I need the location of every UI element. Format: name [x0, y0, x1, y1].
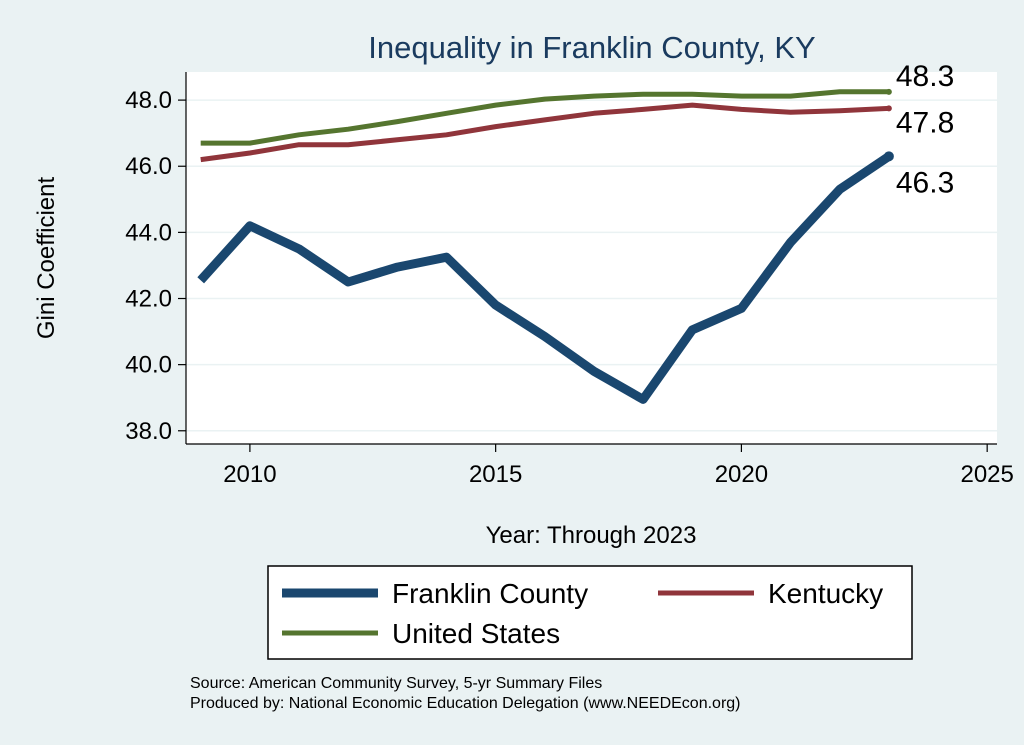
- series-line-kentucky: [200, 102, 890, 163]
- y-tick-label: 46.0: [125, 153, 172, 180]
- y-axis-label: Gini Coefficient: [33, 177, 60, 340]
- x-tick-label: 2025: [960, 461, 1013, 488]
- end-labels: 46.3 47.8 48.3: [896, 60, 954, 199]
- series-end-point-kentucky: [885, 105, 892, 112]
- y-tick-label: 40.0: [125, 352, 172, 379]
- end-label-united-states: 48.3: [896, 60, 954, 93]
- axes: 38.0 40.0 42.0 44.0 46.0 48.0 2010 2015 2020 2025: [125, 72, 1014, 488]
- y-tick-label: 48.0: [125, 87, 172, 114]
- x-axis-label: Year: Through 2023: [486, 522, 697, 549]
- legend-label-us: United States: [392, 618, 560, 649]
- source-line-1: Source: American Community Survey, 5-yr …: [190, 675, 602, 692]
- source-line-2: Produced by: National Economic Education…: [190, 695, 741, 712]
- legend-label-kentucky: Kentucky: [768, 578, 883, 609]
- x-tick-label: 2020: [715, 461, 768, 488]
- legend: Franklin County Kentucky United States: [267, 565, 913, 660]
- y-tick-label: 38.0: [125, 418, 172, 445]
- series-lines: [197, 88, 894, 404]
- series-end-point-franklin-county: [883, 151, 894, 162]
- x-tick-label: 2015: [469, 461, 522, 488]
- legend-box: [267, 565, 913, 660]
- chart-title: Inequality in Franklin County, KY: [368, 30, 815, 65]
- x-tick-label: 2010: [223, 461, 276, 488]
- y-tick-label: 42.0: [125, 286, 172, 313]
- end-label-franklin-county: 46.3: [896, 166, 954, 199]
- series-line-united-states: [200, 89, 889, 146]
- series-end-point-united-states: [885, 88, 892, 95]
- y-tick-label: 44.0: [125, 219, 172, 246]
- legend-label-franklin: Franklin County: [392, 578, 588, 609]
- end-label-kentucky: 47.8: [896, 106, 954, 139]
- series-line-franklin-county: [197, 152, 892, 404]
